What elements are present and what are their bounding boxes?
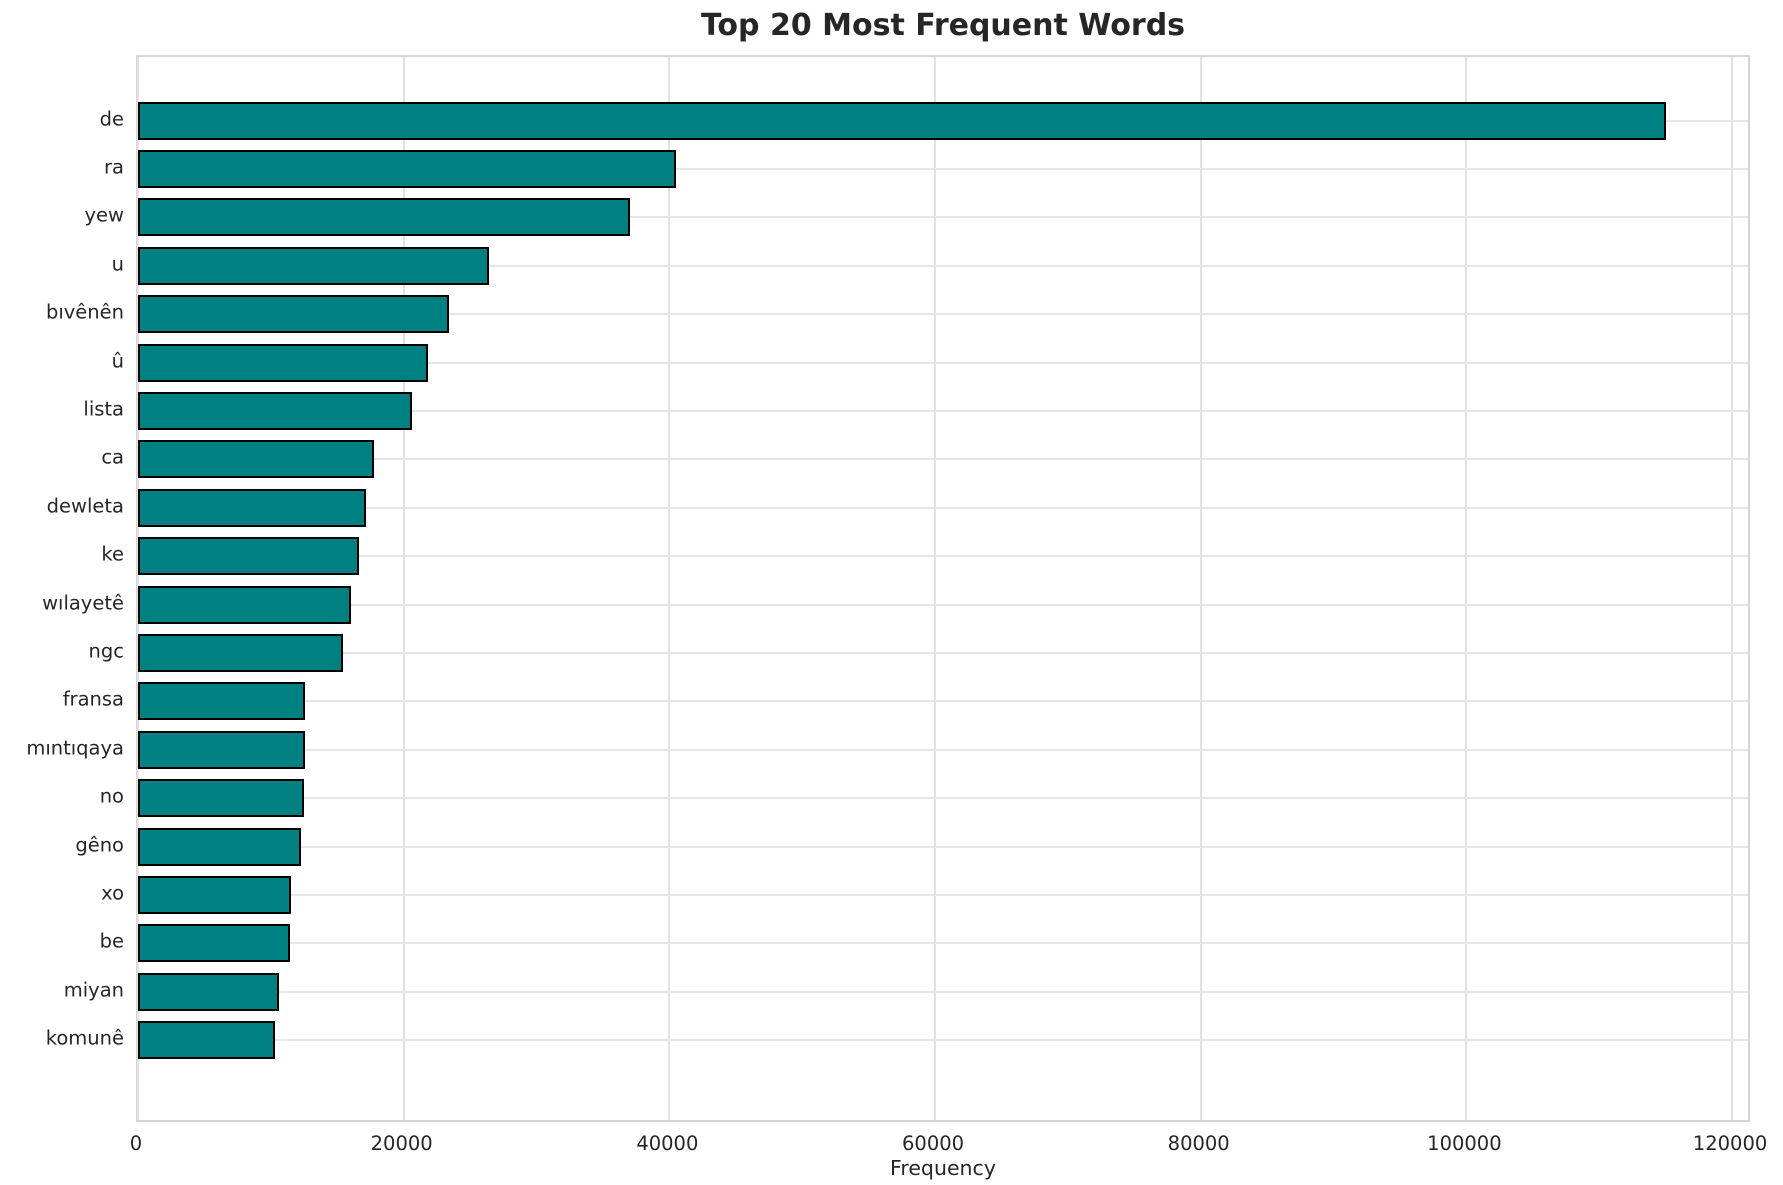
y-tick-label: dewleta <box>46 494 124 518</box>
gridline-vertical <box>1731 57 1734 1120</box>
gridline-vertical <box>934 57 937 1120</box>
y-tick-label: yew <box>84 203 125 227</box>
bar-xo <box>138 875 291 914</box>
gridline-horizontal <box>138 555 1748 558</box>
x-tick-label: 40000 <box>636 1132 699 1155</box>
gridline-horizontal <box>138 651 1748 654</box>
gridline-horizontal <box>138 409 1748 412</box>
plot-area <box>136 55 1750 1122</box>
y-tick-label: komunê <box>45 1026 124 1050</box>
bar-ca <box>138 440 375 479</box>
bar-lista <box>138 391 412 430</box>
y-tick-label: lista <box>83 397 124 421</box>
y-tick-label: miyan <box>63 978 124 1002</box>
y-tick-label: be <box>99 929 124 953</box>
gridline-horizontal <box>138 361 1748 364</box>
x-tick-label: 100000 <box>1427 1132 1502 1155</box>
x-tick-label: 60000 <box>902 1132 965 1155</box>
gridline-horizontal <box>138 506 1748 509</box>
y-tick-label: wılayetê <box>42 591 124 614</box>
bar-u <box>138 246 489 285</box>
gridline-horizontal <box>138 167 1748 170</box>
gridline-vertical <box>402 57 405 1120</box>
x-tick-label: 80000 <box>1167 1132 1230 1155</box>
y-tick-label: gêno <box>75 833 124 856</box>
bar-ngc <box>138 633 343 672</box>
bar-de <box>138 101 1666 140</box>
x-tick-label: 20000 <box>370 1132 433 1155</box>
gridline-vertical <box>668 57 671 1120</box>
x-axis-label: Frequency <box>890 1156 996 1180</box>
bar-wılayetê <box>138 585 351 624</box>
gridline-horizontal <box>138 458 1748 461</box>
gridline-horizontal <box>138 990 1748 993</box>
y-tick-label: mıntıqaya <box>26 736 124 760</box>
y-tick-label: ca <box>101 445 124 469</box>
y-tick-label: no <box>99 784 124 808</box>
bar-fransa <box>138 682 306 721</box>
gridline-horizontal <box>138 264 1748 267</box>
x-tick-label: 0 <box>129 1132 143 1155</box>
bar-gêno <box>138 827 301 866</box>
bar-komunê <box>138 1021 275 1060</box>
gridline-vertical <box>1465 57 1468 1120</box>
y-tick-label: xo <box>101 881 124 905</box>
y-tick-label: û <box>111 349 124 372</box>
y-tick-label: fransa <box>62 687 124 711</box>
gridline-horizontal <box>138 942 1748 945</box>
y-tick-label: ke <box>101 542 124 566</box>
gridline-horizontal <box>138 845 1748 848</box>
gridline-horizontal <box>138 700 1748 703</box>
bar-be <box>138 924 291 963</box>
bar-dewleta <box>138 488 367 527</box>
y-tick-label: ra <box>104 155 124 179</box>
gridline-horizontal <box>138 1039 1748 1042</box>
y-tick-label: u <box>111 252 124 276</box>
bar-û <box>138 343 428 382</box>
bar-yew <box>138 198 630 237</box>
bar-bıvênên <box>138 295 449 334</box>
y-tick-label: ngc <box>88 639 124 663</box>
gridline-horizontal <box>138 216 1748 219</box>
gridline-vertical <box>1199 57 1202 1120</box>
bar-ke <box>138 537 359 576</box>
gridline-horizontal <box>138 893 1748 896</box>
bar-no <box>138 779 305 818</box>
gridline-horizontal <box>138 313 1748 316</box>
bar-ra <box>138 149 676 188</box>
y-tick-label: de <box>99 107 124 130</box>
gridline-horizontal <box>138 797 1748 800</box>
x-tick-label: 120000 <box>1692 1132 1768 1155</box>
bar-miyan <box>138 972 279 1011</box>
y-tick-label: bıvênên <box>45 300 124 324</box>
bar-mıntıqaya <box>138 730 305 769</box>
chart-title: Top 20 Most Frequent Words <box>700 8 1186 43</box>
gridline-horizontal <box>138 748 1748 751</box>
gridline-horizontal <box>138 603 1748 606</box>
